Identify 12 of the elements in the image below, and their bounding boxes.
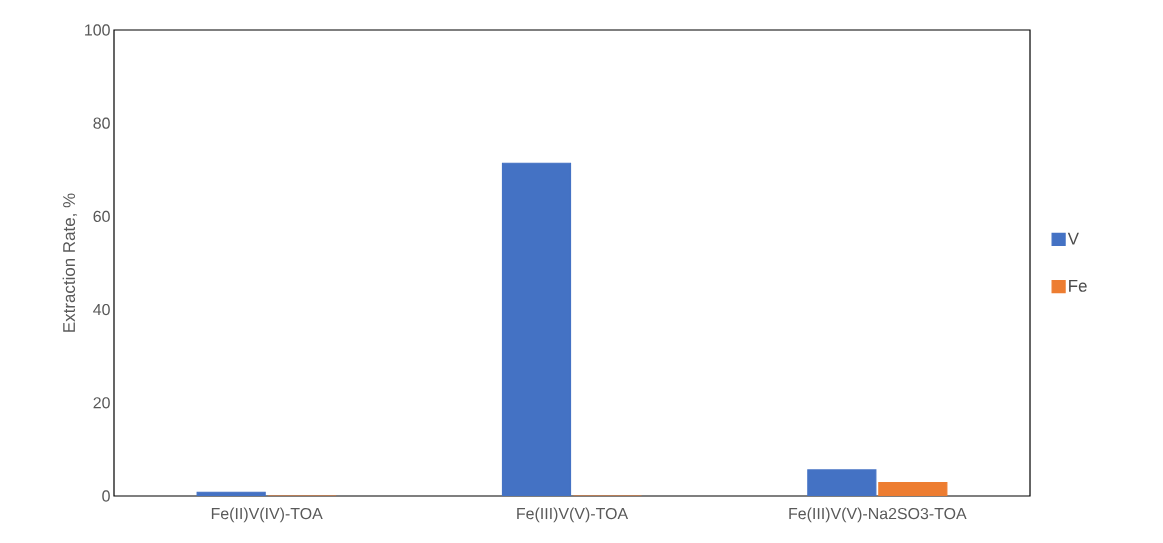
legend-label: V xyxy=(1067,232,1079,245)
y-axis-title: Extraction Rate, % xyxy=(62,193,78,332)
y-tick-label: 100 xyxy=(85,24,110,36)
y-tick-label: 60 xyxy=(93,210,110,223)
y-tick-label: 80 xyxy=(93,117,110,129)
x-tick-label: Fe(II)V(IV)-TOA xyxy=(211,507,323,523)
y-tick-label: 20 xyxy=(93,397,110,409)
y-tick-label: 40 xyxy=(93,303,110,316)
legend-label: Fe xyxy=(1069,279,1087,292)
y-tick-label: 0 xyxy=(102,490,110,502)
x-tick-label: Fe(III)V(V)-Na2SO3-TOA xyxy=(789,507,967,523)
x-tick-label: Fe(III)V(V)-TOA xyxy=(517,507,629,523)
